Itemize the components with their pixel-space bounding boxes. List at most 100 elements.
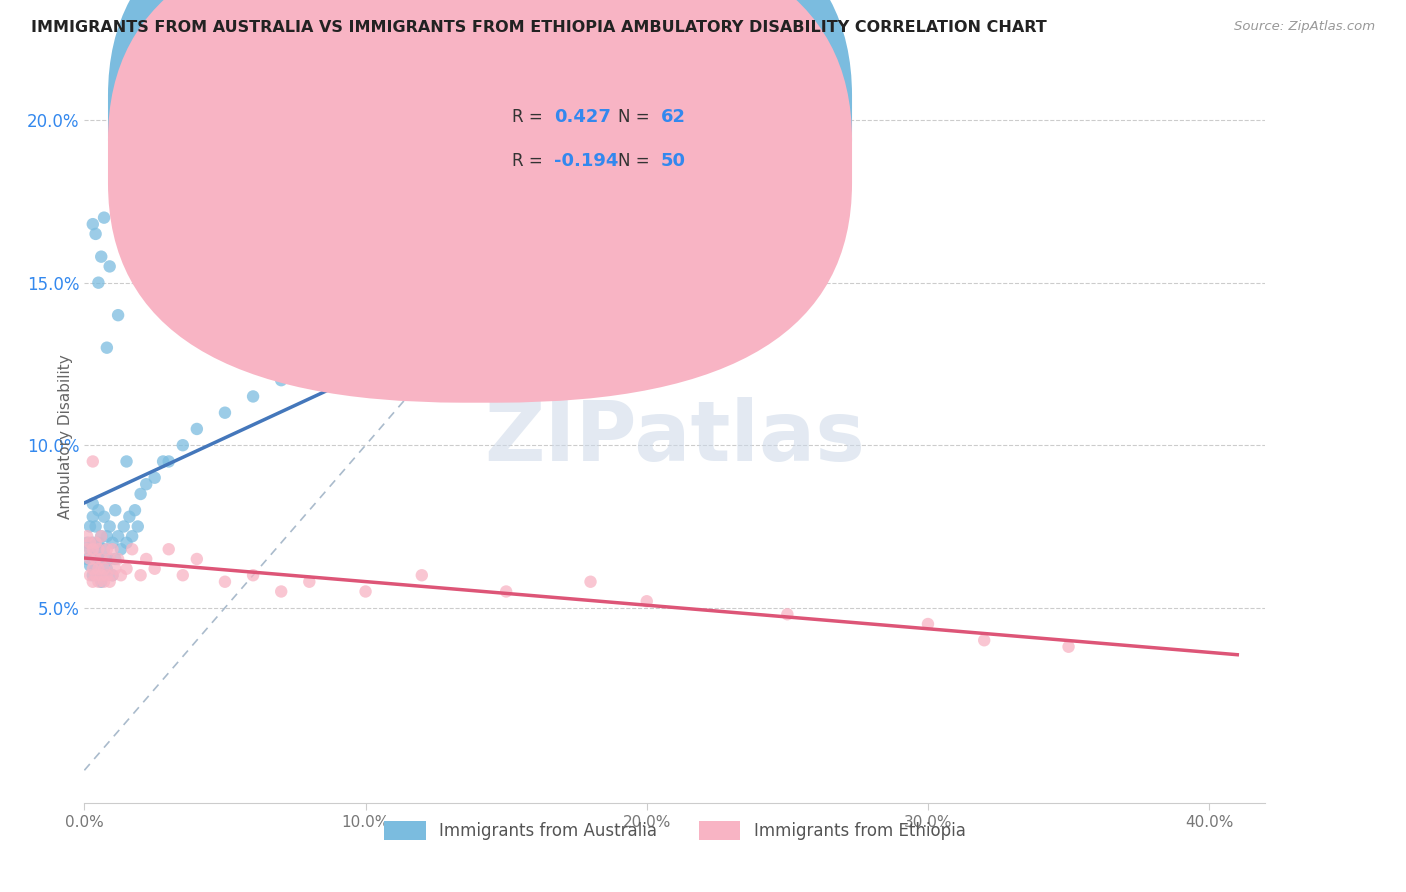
Point: [157, 454, 180, 468]
Point: [101, 568, 124, 582]
Point: [104, 562, 127, 576]
Point: [104, 503, 127, 517]
FancyBboxPatch shape: [108, 0, 852, 359]
Point: [101, 568, 124, 582]
Point: [143, 562, 166, 576]
Point: [82, 542, 104, 557]
Point: [129, 568, 152, 582]
Point: [98, 552, 121, 566]
Point: [172, 568, 194, 582]
Point: [776, 607, 799, 622]
Point: [76, 535, 98, 549]
Point: [82, 509, 104, 524]
Point: [96, 341, 118, 355]
Point: [121, 542, 143, 557]
Point: [82, 497, 104, 511]
Point: [107, 308, 129, 322]
Point: [90, 552, 112, 566]
Y-axis label: Ambulatory Disability: Ambulatory Disability: [58, 355, 73, 519]
Point: [107, 552, 129, 566]
Point: [96, 542, 118, 557]
Point: [107, 529, 129, 543]
Point: [82, 217, 104, 231]
Point: [87, 574, 110, 589]
Point: [87, 535, 110, 549]
Point: [135, 552, 157, 566]
Point: [96, 562, 118, 576]
Point: [143, 471, 166, 485]
Point: [84, 519, 107, 533]
Point: [79, 558, 101, 573]
Point: [186, 422, 208, 436]
Point: [79, 535, 101, 549]
Point: [79, 568, 101, 582]
Point: [87, 552, 110, 566]
Text: 0.427: 0.427: [554, 109, 612, 127]
Point: [495, 308, 517, 322]
Point: [411, 568, 433, 582]
Point: [110, 568, 132, 582]
Legend: Immigrants from Australia, Immigrants from Ethiopia: Immigrants from Australia, Immigrants fr…: [377, 814, 973, 847]
Point: [84, 552, 107, 566]
Point: [84, 227, 107, 241]
Text: N =: N =: [619, 153, 655, 170]
Point: [129, 487, 152, 501]
Point: [90, 250, 112, 264]
Point: [242, 389, 264, 403]
Point: [172, 438, 194, 452]
Point: [101, 542, 124, 557]
Point: [270, 373, 292, 387]
Point: [121, 529, 143, 543]
Point: [101, 535, 124, 549]
Point: [84, 568, 107, 582]
Point: [79, 542, 101, 557]
Text: ZIPatlas: ZIPatlas: [485, 397, 865, 477]
Point: [90, 552, 112, 566]
Point: [326, 357, 349, 371]
Point: [439, 325, 461, 339]
Text: IMMIGRANTS FROM AUSTRALIA VS IMMIGRANTS FROM ETHIOPIA AMBULATORY DISABILITY CORR: IMMIGRANTS FROM AUSTRALIA VS IMMIGRANTS …: [31, 20, 1046, 35]
Point: [298, 574, 321, 589]
Point: [87, 503, 110, 517]
Point: [82, 535, 104, 549]
Point: [104, 552, 127, 566]
Point: [270, 584, 292, 599]
Point: [90, 574, 112, 589]
Point: [124, 503, 146, 517]
Text: 50: 50: [661, 153, 686, 170]
Point: [82, 562, 104, 576]
Point: [98, 574, 121, 589]
Point: [93, 562, 115, 576]
Point: [79, 552, 101, 566]
Point: [82, 454, 104, 468]
Point: [93, 568, 115, 582]
Point: [917, 617, 939, 632]
Text: Source: ZipAtlas.com: Source: ZipAtlas.com: [1234, 20, 1375, 33]
Text: R =: R =: [512, 109, 548, 127]
Point: [87, 562, 110, 576]
Point: [84, 535, 107, 549]
Point: [186, 552, 208, 566]
Point: [93, 509, 115, 524]
Point: [127, 519, 149, 533]
Text: R =: R =: [512, 153, 548, 170]
Text: 62: 62: [661, 109, 686, 127]
Point: [495, 584, 517, 599]
Point: [354, 584, 377, 599]
Point: [96, 568, 118, 582]
Point: [115, 454, 138, 468]
Point: [636, 594, 658, 608]
Point: [84, 562, 107, 576]
Point: [242, 568, 264, 582]
Point: [90, 529, 112, 543]
Point: [1057, 640, 1080, 654]
Point: [98, 519, 121, 533]
Point: [110, 542, 132, 557]
Point: [93, 574, 115, 589]
Text: -0.194: -0.194: [554, 153, 619, 170]
Point: [214, 574, 236, 589]
Point: [76, 529, 98, 543]
Point: [90, 529, 112, 543]
Point: [87, 568, 110, 582]
Point: [112, 519, 135, 533]
